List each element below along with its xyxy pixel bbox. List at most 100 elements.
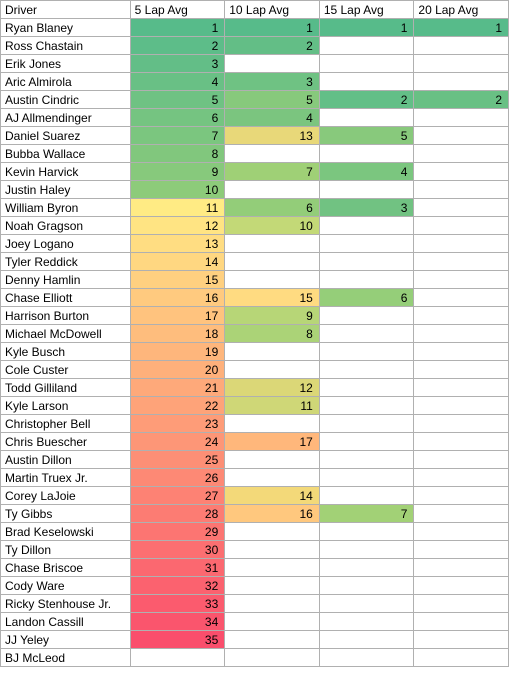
c5-cell: 27 [130,487,225,505]
c5-cell: 13 [130,235,225,253]
c15-cell [319,577,414,595]
c5-cell: 26 [130,469,225,487]
c20-cell [414,379,509,397]
table-row: Justin Haley10 [1,181,509,199]
c15-cell [319,613,414,631]
c20-cell [414,289,509,307]
c5-cell: 5 [130,91,225,109]
driver-cell: Austin Dillon [1,451,131,469]
c10-cell: 1 [225,19,320,37]
c10-cell [225,523,320,541]
driver-cell: Chase Elliott [1,289,131,307]
driver-cell: Todd Gilliland [1,379,131,397]
c5-cell: 17 [130,307,225,325]
c20-cell [414,235,509,253]
driver-cell: Joey Logano [1,235,131,253]
c20-cell [414,127,509,145]
table-row: Harrison Burton179 [1,307,509,325]
c15-cell: 2 [319,91,414,109]
c15-cell [319,361,414,379]
c10-cell [225,235,320,253]
c10-cell: 15 [225,289,320,307]
c5-cell: 20 [130,361,225,379]
c10-cell [225,595,320,613]
c10-cell: 4 [225,109,320,127]
table-row: Ty Dillon30 [1,541,509,559]
header-driver: Driver [1,1,131,19]
c15-cell [319,55,414,73]
c20-cell [414,199,509,217]
header-10lap: 10 Lap Avg [225,1,320,19]
c20-cell [414,649,509,667]
table-row: Joey Logano13 [1,235,509,253]
c10-cell [225,631,320,649]
c10-cell [225,649,320,667]
header-row: Driver 5 Lap Avg 10 Lap Avg 15 Lap Avg 2… [1,1,509,19]
c15-cell [319,541,414,559]
c20-cell [414,343,509,361]
driver-cell: Cody Ware [1,577,131,595]
table-row: Aric Almirola43 [1,73,509,91]
driver-cell: Michael McDowell [1,325,131,343]
table-row: Chris Buescher2417 [1,433,509,451]
c5-cell: 2 [130,37,225,55]
c20-cell: 1 [414,19,509,37]
table-row: Michael McDowell188 [1,325,509,343]
c15-cell [319,307,414,325]
c15-cell [319,649,414,667]
c5-cell: 22 [130,397,225,415]
c20-cell [414,361,509,379]
c5-cell: 14 [130,253,225,271]
driver-cell: Chase Briscoe [1,559,131,577]
c10-cell: 16 [225,505,320,523]
c10-cell: 12 [225,379,320,397]
c10-cell: 6 [225,199,320,217]
c20-cell [414,55,509,73]
table-row: Ryan Blaney1111 [1,19,509,37]
table-row: Chase Briscoe31 [1,559,509,577]
driver-cell: William Byron [1,199,131,217]
driver-cell: Brad Keselowski [1,523,131,541]
driver-cell: Tyler Reddick [1,253,131,271]
header-20lap: 20 Lap Avg [414,1,509,19]
c20-cell [414,325,509,343]
c5-cell: 3 [130,55,225,73]
driver-cell: Corey LaJoie [1,487,131,505]
table-row: Ty Gibbs28167 [1,505,509,523]
driver-cell: Ryan Blaney [1,19,131,37]
c15-cell [319,487,414,505]
table-row: Chase Elliott16156 [1,289,509,307]
table-row: Todd Gilliland2112 [1,379,509,397]
c20-cell [414,271,509,289]
c10-cell: 8 [225,325,320,343]
c15-cell [319,271,414,289]
table-row: Corey LaJoie2714 [1,487,509,505]
c20-cell [414,397,509,415]
c20-cell [414,469,509,487]
c10-cell [225,613,320,631]
c10-cell [225,361,320,379]
c5-cell: 8 [130,145,225,163]
c15-cell: 5 [319,127,414,145]
c10-cell [225,415,320,433]
c20-cell [414,253,509,271]
driver-cell: Denny Hamlin [1,271,131,289]
c20-cell [414,631,509,649]
c15-cell [319,325,414,343]
header-15lap: 15 Lap Avg [319,1,414,19]
c10-cell: 7 [225,163,320,181]
c20-cell [414,523,509,541]
c5-cell: 28 [130,505,225,523]
c5-cell: 15 [130,271,225,289]
c15-cell [319,595,414,613]
table-row: Daniel Suarez7135 [1,127,509,145]
c10-cell: 2 [225,37,320,55]
c20-cell [414,415,509,433]
c15-cell: 4 [319,163,414,181]
c20-cell: 2 [414,91,509,109]
driver-cell: Austin Cindric [1,91,131,109]
header-5lap: 5 Lap Avg [130,1,225,19]
c10-cell [225,271,320,289]
table-row: Ricky Stenhouse Jr.33 [1,595,509,613]
driver-cell: Landon Cassill [1,613,131,631]
